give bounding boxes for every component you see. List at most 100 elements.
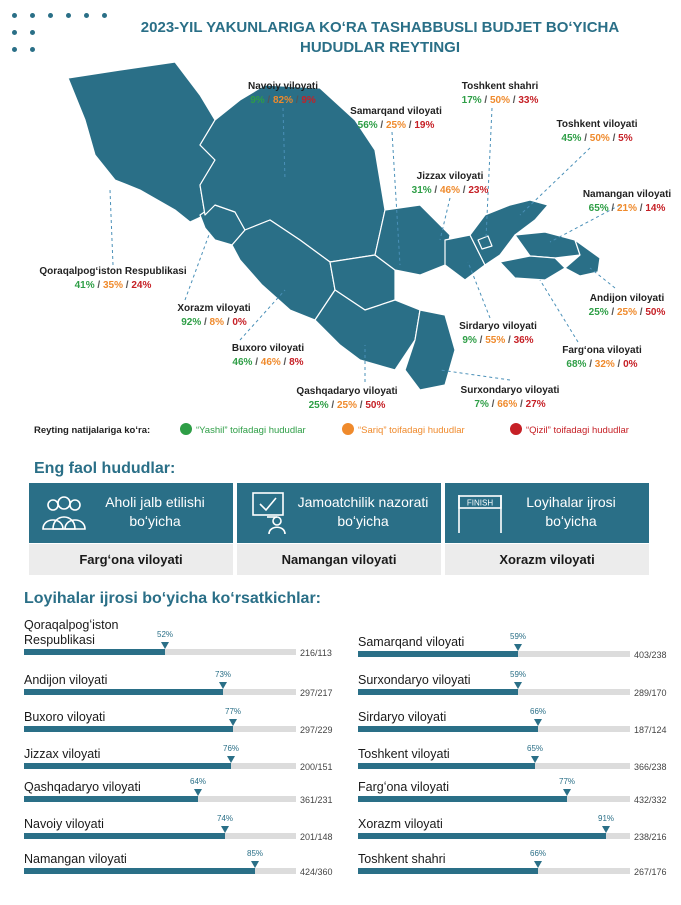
map-label-name: Buxoro viloyati: [231, 343, 305, 354]
progress-marker-icon: [514, 682, 522, 689]
progress-track: [358, 726, 630, 732]
map-label: Namangan viloyati 65% / 21% / 14%: [583, 188, 671, 216]
map-label-green: 9%: [462, 335, 477, 346]
progress-label: Andijon viloyati: [24, 673, 108, 687]
progress-label: Jizzax viloyati: [24, 747, 101, 761]
progress-ratio: 424/360: [300, 867, 333, 877]
progress-label: Xorazm viloyati: [358, 817, 443, 831]
progress-marker-icon: [602, 826, 610, 833]
progress-fill: [24, 763, 231, 769]
progress-label: Surxondaryo viloyati: [358, 673, 471, 687]
map-label: Toshkent shahri 17% / 50% / 33%: [462, 80, 539, 108]
progress-percent: 77%: [558, 777, 576, 786]
progress-track: [24, 726, 296, 732]
map-label-green: 25%: [588, 307, 609, 318]
map-region-toshkent-shahri: [477, 235, 493, 250]
progress-label: Buxoro viloyati: [24, 710, 106, 724]
public-monitoring-icon: [252, 492, 286, 535]
progress-track: [24, 796, 296, 802]
map-label-name: Navoiy viloyati: [247, 81, 319, 92]
progress-marker-icon: [531, 756, 539, 763]
map-label-name: Qoraqalpogʻiston Respublikasi: [39, 266, 187, 277]
progress-marker-icon: [251, 861, 259, 868]
map-label-name: Toshkent viloyati: [556, 119, 638, 130]
map-label-values: 46% / 46% / 8%: [232, 357, 304, 368]
progress-percent: 59%: [509, 632, 527, 641]
progress-fill: [358, 726, 538, 732]
map-label-values: 7% / 66% / 27%: [474, 399, 546, 410]
map-label-name: Toshkent shahri: [461, 81, 539, 92]
finish-icon-text: FINISH: [467, 499, 493, 508]
map-label-green: 25%: [308, 400, 329, 411]
progress-marker-icon: [227, 756, 235, 763]
progress-heading: Loyihalar ijrosi boʻyicha koʻrsatkichlar…: [24, 590, 321, 607]
progress-marker-icon: [229, 719, 237, 726]
progress-row: Andijon viloyati 73% 297/217: [24, 664, 344, 698]
progress-label: Qoraqalpogʻiston Respublikasi: [24, 618, 119, 647]
map-label: Toshkent viloyati 45% / 50% / 5%: [557, 118, 638, 146]
map-label-green: 45%: [561, 133, 582, 144]
progress-row: Samarqand viloyati 59% 403/238: [358, 626, 678, 660]
card-aholi: Aholi jalb etilishi boʻyicha: [29, 483, 233, 543]
orange-dot-icon: [342, 423, 354, 435]
map-label-values: 17% / 50% / 33%: [461, 95, 539, 106]
map-legend: Reyting natijalariga koʻra: “Yashil” toi…: [34, 422, 674, 440]
map-label-green: 46%: [232, 357, 253, 368]
map-label-green: 41%: [74, 280, 95, 291]
progress-track: [358, 833, 630, 839]
map-label-green: 7%: [474, 399, 489, 410]
progress-percent: 76%: [222, 744, 240, 753]
card-loyihalar-value: Xorazm viloyati: [445, 544, 649, 575]
progress-marker-icon: [534, 719, 542, 726]
card-loyihalar-line1: Loyihalar ijrosi: [526, 494, 616, 510]
progress-ratio: 366/238: [634, 762, 667, 772]
map-label-green: 68%: [566, 359, 587, 370]
map-label-green: 17%: [461, 95, 482, 106]
map-label-name: Jizzax viloyati: [416, 171, 484, 182]
map-label-values: 65% / 21% / 14%: [588, 203, 666, 214]
map-label-orange: 25%: [616, 307, 638, 318]
map-label: Andijon viloyati 25% / 25% / 50%: [589, 292, 666, 320]
map-label-values: 9% / 82% / 9%: [250, 95, 316, 106]
map-label: Samarqand viloyati 56% / 25% / 19%: [350, 105, 442, 133]
map-label-values: 56% / 25% / 19%: [357, 120, 435, 131]
map-label-name: Fargʻona viloyati: [562, 345, 642, 356]
map-label-red: 33%: [518, 95, 539, 106]
progress-fill: [24, 726, 233, 732]
progress-marker-icon: [534, 861, 542, 868]
title-line-1: 2023-YIL YAKUNLARIGA KOʻRA TASHABBUSLI B…: [140, 19, 620, 36]
card-jamoatchilik-value: Namangan viloyati: [237, 544, 441, 575]
map-label-orange: 8%: [209, 317, 225, 328]
map-label-values: 9% / 55% / 36%: [462, 335, 534, 346]
progress-track: [24, 833, 296, 839]
progress-marker-icon: [221, 826, 229, 833]
map-label: Buxoro viloyati 46% / 46% / 8%: [232, 342, 304, 370]
map-label-name: Qashqadaryo viloyati: [296, 386, 398, 397]
map-label: Fargʻona viloyati 68% / 32% / 0%: [562, 344, 641, 372]
map-label: Surxondaryo viloyati 7% / 66% / 27%: [461, 384, 560, 412]
map-label: Qoraqalpogʻiston Respublikasi 41% / 35% /…: [39, 265, 186, 293]
progress-marker-icon: [219, 682, 227, 689]
progress-row: Sirdaryo viloyati 66% 187/124: [358, 701, 678, 735]
map-label-name: Xorazm viloyati: [177, 303, 251, 314]
progress-fill: [24, 868, 255, 874]
map-label-red: 0%: [623, 359, 638, 370]
progress-track: [358, 651, 630, 657]
map-label-name: Samarqand viloyati: [350, 106, 442, 117]
progress-ratio: 297/229: [300, 725, 333, 735]
progress-track: [24, 763, 296, 769]
progress-label: Fargʻona viloyati: [358, 780, 450, 794]
decorative-dots: [12, 13, 122, 55]
progress-fill: [358, 689, 518, 695]
map-label-red: 14%: [645, 203, 666, 214]
progress-row: Toshkent shahri 66% 267/176: [358, 843, 678, 877]
card-loyihalar-line2: boʻyicha: [545, 513, 597, 529]
title-line-2: HUDUDLAR REYTINGI: [300, 39, 460, 56]
legend-green: “Yashil” toifadagi hududlar: [196, 425, 306, 436]
progress-row: Fargʻona viloyati 77% 432/332: [358, 771, 678, 805]
finish-line-icon: FINISH: [458, 495, 502, 533]
progress-track: [24, 649, 296, 655]
progress-label: Navoiy viloyati: [24, 817, 104, 831]
progress-label: Toshkent shahri: [358, 852, 446, 866]
progress-ratio: 289/170: [634, 688, 667, 698]
